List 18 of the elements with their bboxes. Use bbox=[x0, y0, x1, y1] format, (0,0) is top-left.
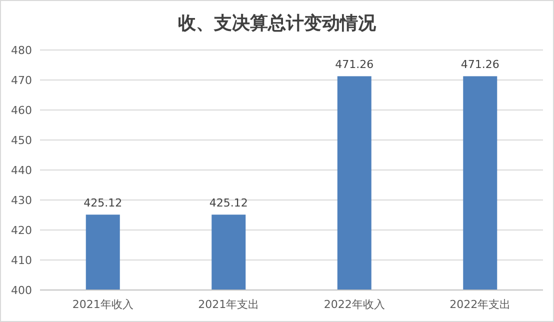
chart-title: 收、支决算总计变动情况 bbox=[178, 13, 377, 34]
data-label: 425.12 bbox=[84, 196, 122, 210]
data-label: 471.26 bbox=[460, 58, 500, 72]
x-tick-label: 2021年支出 bbox=[198, 298, 260, 311]
x-tick-label: 2022年收入 bbox=[324, 298, 385, 311]
y-tick-label: 420 bbox=[11, 224, 32, 237]
y-tick-label: 400 bbox=[11, 284, 32, 297]
y-tick-label: 440 bbox=[11, 164, 32, 177]
y-tick-label: 470 bbox=[11, 74, 32, 87]
data-label: 471.26 bbox=[335, 58, 374, 72]
y-tick-label: 460 bbox=[11, 104, 32, 117]
y-tick-label: 430 bbox=[11, 194, 32, 207]
y-tick-label: 480 bbox=[11, 44, 32, 57]
x-tick-label: 2022年支出 bbox=[450, 298, 511, 311]
y-tick-label: 450 bbox=[11, 134, 32, 147]
data-label: 425.12 bbox=[209, 196, 248, 210]
y-tick-label: 410 bbox=[11, 254, 32, 267]
x-tick-label: 2021年收入 bbox=[72, 298, 134, 311]
